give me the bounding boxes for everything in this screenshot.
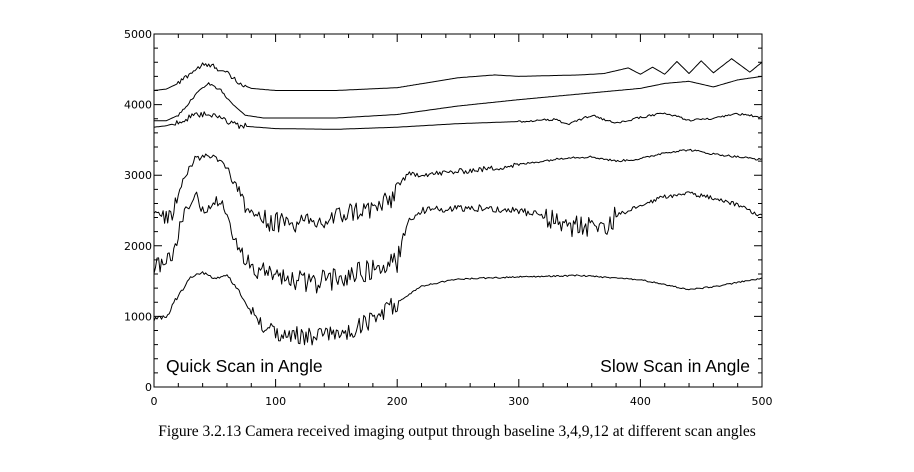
x-tick-label: 100 [265,395,286,408]
x-tick-label: 500 [752,395,773,408]
series-layer [153,58,763,346]
y-tick-labels: 0 1000 2000 3000 4000 5000 [124,28,152,394]
figure-caption: Figure 3.2.13 Camera received imaging ou… [158,423,756,440]
annotation-quick-scan: Quick Scan in Angle [166,356,323,376]
annotation-slow-scan: Slow Scan in Angle [600,356,750,376]
series-line-trace-6 [153,271,763,346]
y-tick-label: 1000 [124,310,152,323]
y-tick-label: 2000 [124,240,152,253]
series-line-trace-5 [153,191,763,294]
y-tick-label: 3000 [124,169,152,182]
axis-ticks [153,33,763,388]
series-line-trace-4 [153,148,763,233]
tick-layer [153,33,763,388]
plot-frame [153,33,763,388]
x-tick-label: 300 [508,395,529,408]
x-tick-label: 400 [630,395,651,408]
x-tick-labels: 0 100 200 300 400 500 [151,395,773,408]
x-tick-label: 200 [387,395,408,408]
y-tick-label: 4000 [124,99,152,112]
series-line-trace-3 [153,111,763,130]
y-tick-label: 0 [145,381,152,394]
y-tick-label: 5000 [124,28,152,41]
line-chart: 0 100 200 300 400 500 0 1000 2000 3000 4000 5000 Q… [124,28,773,408]
series-line-trace-1 [153,58,763,91]
x-tick-label: 0 [151,395,158,408]
series-line-trace-2 [154,75,763,122]
